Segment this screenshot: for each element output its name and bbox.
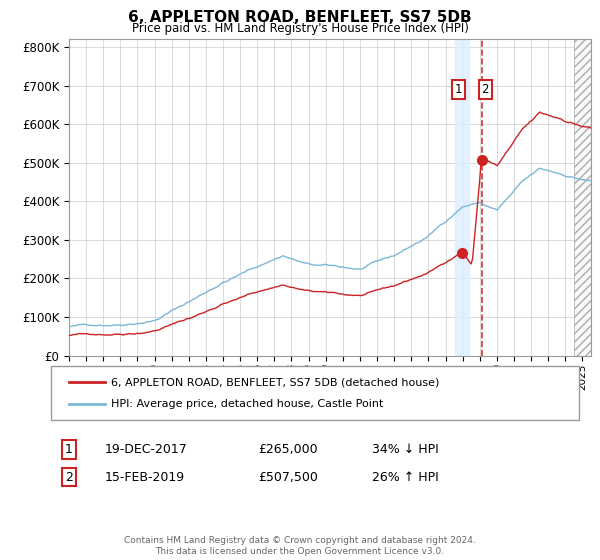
Text: Contains HM Land Registry data © Crown copyright and database right 2024.
This d: Contains HM Land Registry data © Crown c…	[124, 536, 476, 556]
Text: 34% ↓ HPI: 34% ↓ HPI	[372, 443, 439, 456]
Text: 6, APPLETON ROAD, BENFLEET, SS7 5DB (detached house): 6, APPLETON ROAD, BENFLEET, SS7 5DB (det…	[111, 377, 439, 387]
Bar	[574, 39, 591, 356]
Text: £507,500: £507,500	[258, 470, 318, 484]
Text: 1: 1	[455, 83, 463, 96]
Text: HPI: Average price, detached house, Castle Point: HPI: Average price, detached house, Cast…	[111, 399, 383, 409]
Text: 6, APPLETON ROAD, BENFLEET, SS7 5DB: 6, APPLETON ROAD, BENFLEET, SS7 5DB	[128, 10, 472, 25]
Text: 15-FEB-2019: 15-FEB-2019	[105, 470, 185, 484]
Bar	[455, 39, 469, 356]
Text: 26% ↑ HPI: 26% ↑ HPI	[372, 470, 439, 484]
Text: Price paid vs. HM Land Registry's House Price Index (HPI): Price paid vs. HM Land Registry's House …	[131, 22, 469, 35]
Text: £265,000: £265,000	[258, 443, 317, 456]
Text: 2: 2	[65, 470, 73, 484]
Text: 1: 1	[65, 443, 73, 456]
Text: 19-DEC-2017: 19-DEC-2017	[105, 443, 188, 456]
Text: 2: 2	[481, 83, 489, 96]
